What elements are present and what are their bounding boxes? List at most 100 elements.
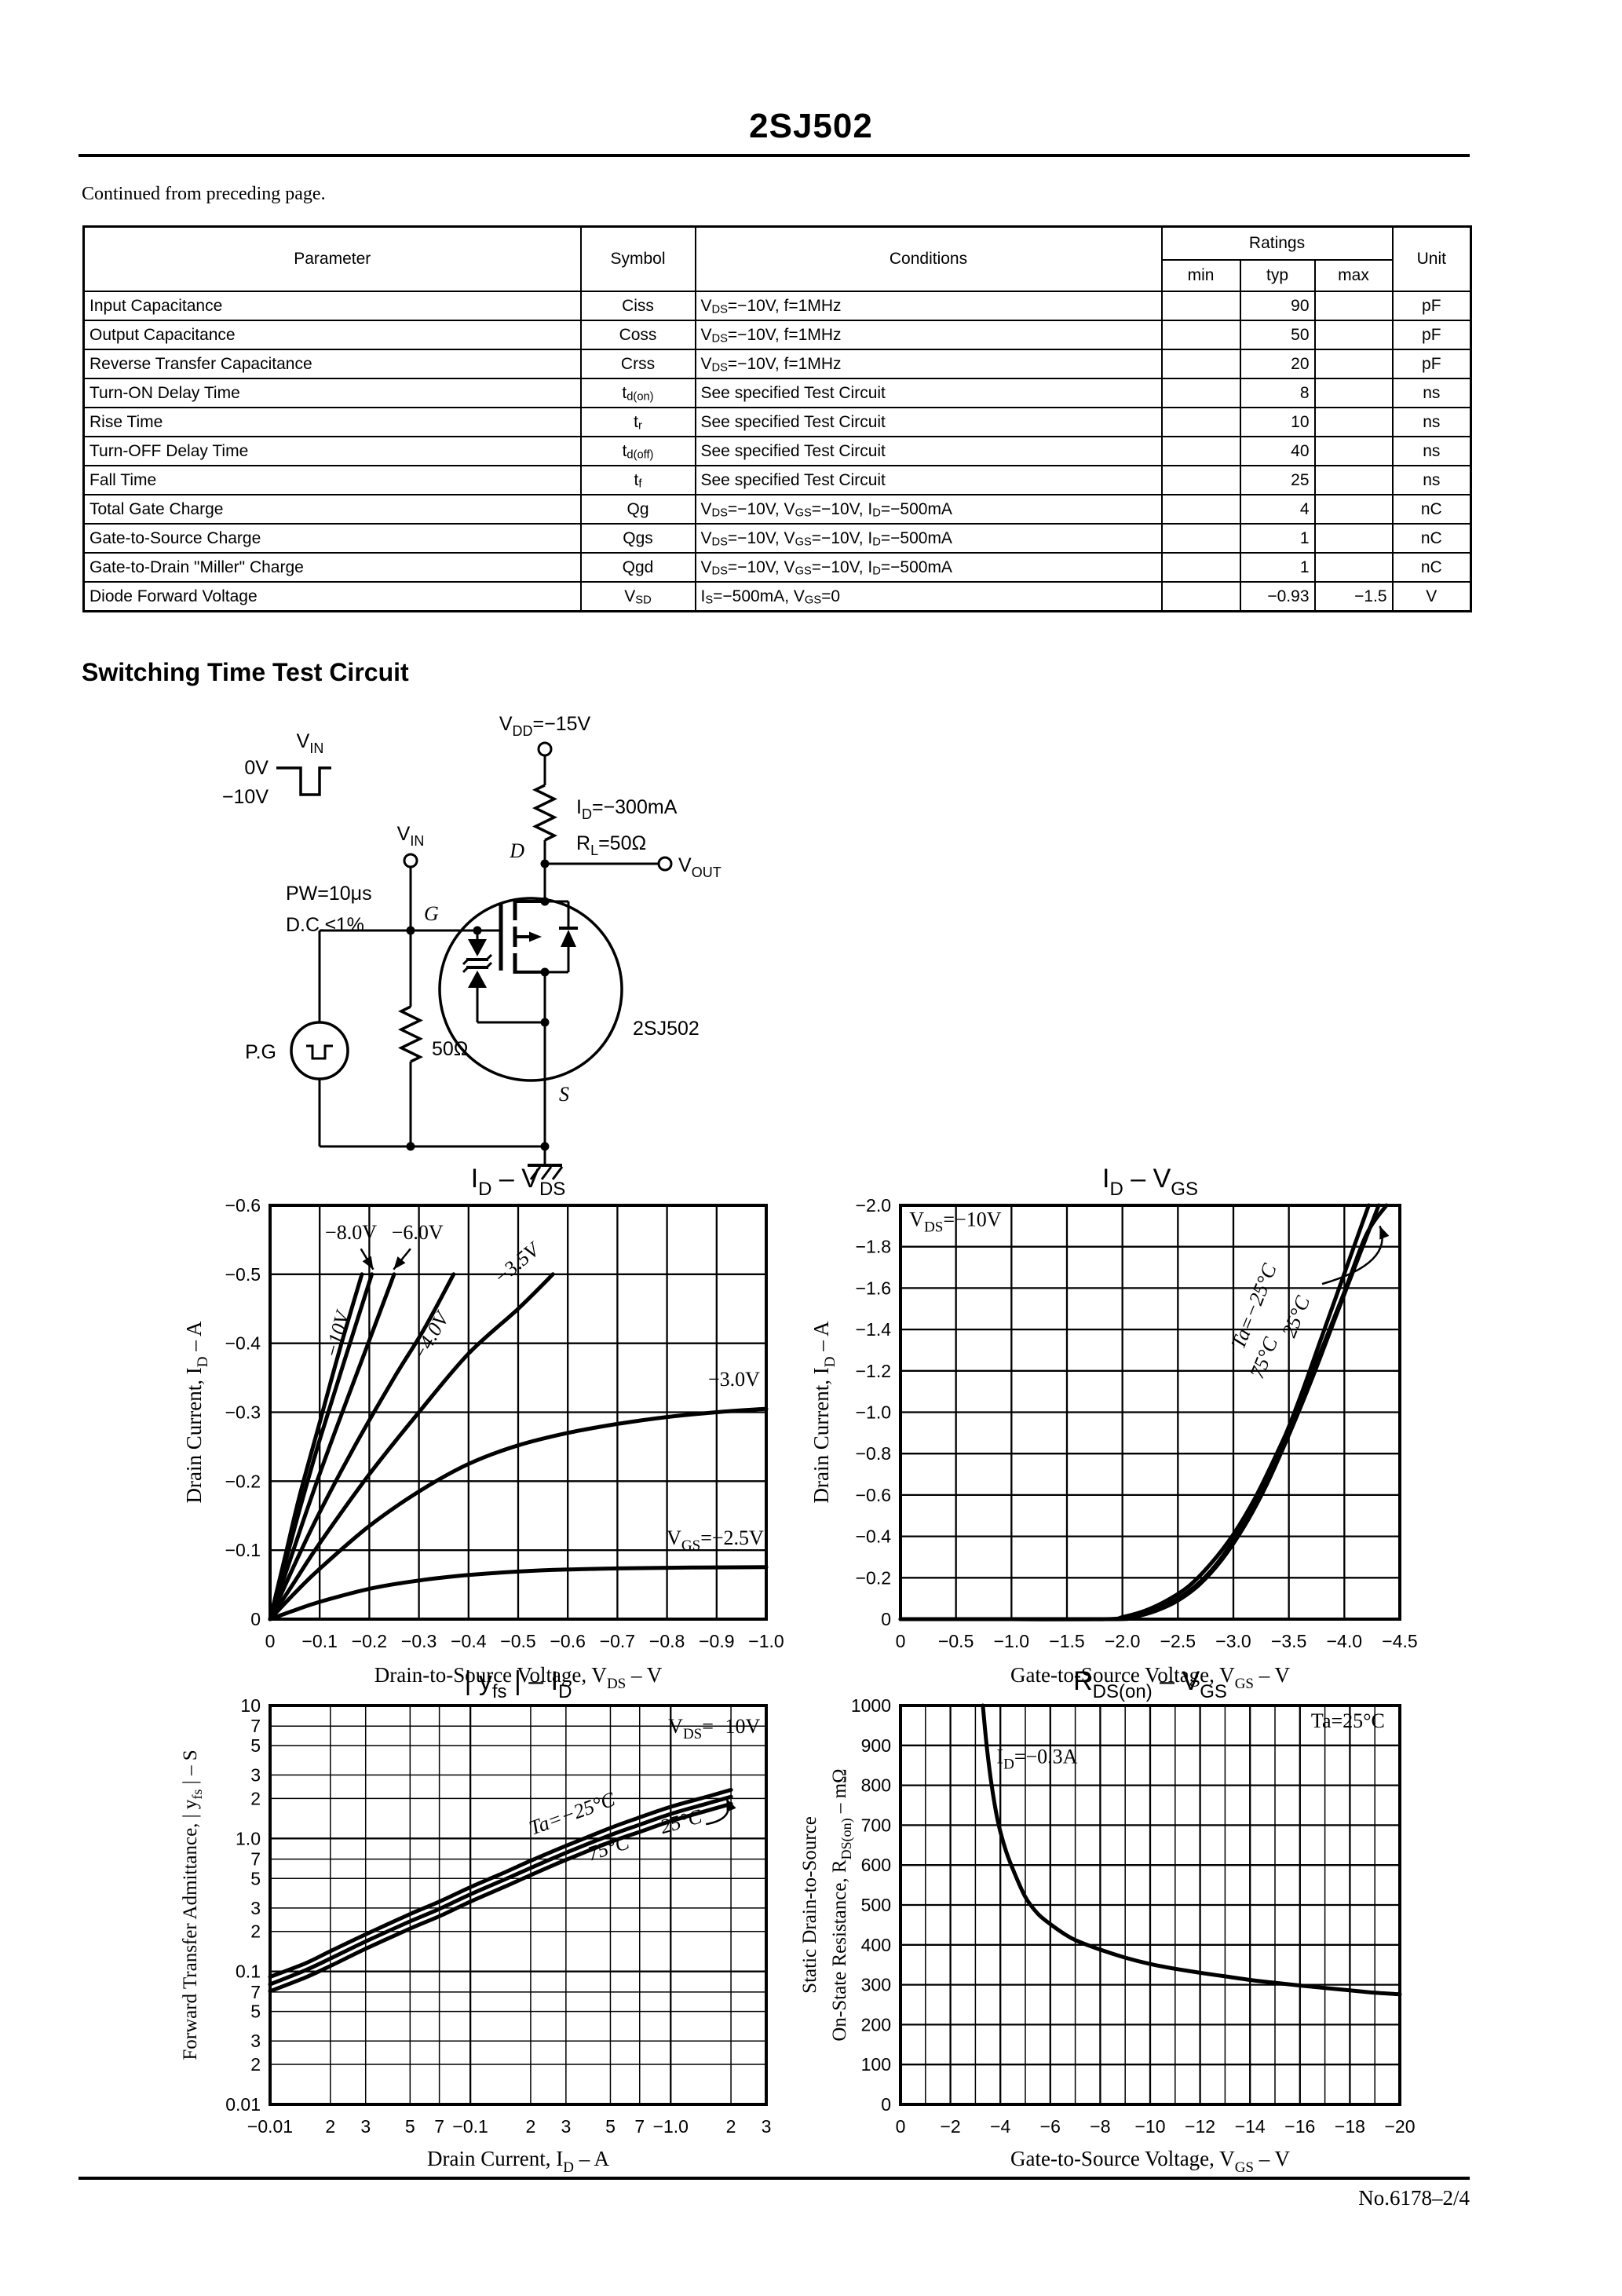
table-row: Gate-to-Drain "Miller" Charge Qgd VDS=−10V… (82, 552, 1472, 583)
chart-title: ID – VDS (471, 1164, 566, 1200)
circuit-label: VOUT (678, 854, 721, 880)
table-cell (1160, 378, 1241, 408)
table-cell: pF (1391, 349, 1472, 379)
tick-label: −0.2 (856, 1567, 891, 1588)
tick-label: −1.0 (994, 1631, 1029, 1651)
table-cell (1160, 407, 1241, 437)
series-curve (268, 1565, 769, 1621)
series-curve (981, 1703, 1402, 1997)
x-axis-label: Drain Current, ID – A (427, 2147, 609, 2176)
table-cell: See specified Test Circuit (694, 378, 1163, 408)
tick-label: 2 (250, 1921, 261, 1942)
tick-label: 7 (434, 2116, 444, 2137)
tick-label: −0.1 (452, 2116, 488, 2137)
tick-label: 5 (605, 2116, 616, 2137)
tick-label: 0.01 (225, 2094, 261, 2115)
tick-label: −0.8 (649, 1631, 685, 1651)
y-axis-label: Drain Current, ID – A (809, 1321, 838, 1503)
circuit-label: 2SJ502 (633, 1018, 700, 1040)
circuit-label: 0V (244, 757, 269, 779)
tick-label: −0.1 (301, 1631, 337, 1651)
tick-label: −0.6 (550, 1631, 585, 1651)
tick-label: −1.0 (748, 1631, 784, 1651)
tick-label: −4 (990, 2116, 1010, 2137)
series-curve (268, 1272, 396, 1621)
circuit-label: VIN (397, 823, 425, 849)
tick-label: −18 (1335, 2116, 1365, 2137)
table-cell: tf (579, 465, 696, 495)
chart-2-group: 0 −0.5 −1.0 −1.5 −2.0 −2.5 −3.0 −3.5 −4.0 −4.5 0 −0… (809, 1164, 1418, 1692)
tick-label: −0.9 (699, 1631, 734, 1651)
table-cell (1313, 407, 1394, 437)
tick-label: 5 (405, 2116, 415, 2137)
spec-table: Parameter Symbol Conditions Ratings Unit… (82, 225, 1473, 612)
footer-page-number: No.6178–2/4 (1358, 2186, 1470, 2210)
circuit-label: D (509, 839, 524, 862)
tick-label: 1.0 (236, 1828, 261, 1848)
table-cell (1160, 494, 1241, 525)
col-header-conditions: Conditions (694, 225, 1163, 292)
col-header-ratings: Ratings (1160, 225, 1394, 261)
circuit-label: P.G (245, 1041, 276, 1063)
tick-label: −12 (1185, 2116, 1215, 2137)
annotation-label: −4.0V (407, 1307, 455, 1365)
tick-label: −0.5 (500, 1631, 535, 1651)
tick-label: 0.1 (236, 1961, 261, 1982)
tick-label: 0 (881, 2094, 891, 2115)
table-row: Reverse Transfer Capacitance Crss VDS=−10V… (82, 349, 1472, 379)
annotation-label: −3.0V (708, 1368, 760, 1391)
table-cell: VDS=−10V, VGS=−10V, ID=−500mA (694, 523, 1163, 554)
tick-label: 0 (896, 2116, 906, 2137)
table-cell: 50 (1239, 320, 1316, 350)
table-cell: Turn-OFF Delay Time (82, 436, 582, 466)
annotation-label: VDS=−10V (909, 1208, 1001, 1235)
tick-label: −4.5 (1382, 1631, 1417, 1651)
tick-label: −0.1 (225, 1540, 261, 1560)
tick-label: −16 (1284, 2116, 1315, 2137)
annotation-label: Ta=−25°C (1226, 1260, 1281, 1352)
table-cell: IS=−500mA, VGS=0 (694, 581, 1163, 612)
tick-label: 2 (726, 2116, 736, 2137)
tick-label: 2 (250, 1788, 261, 1808)
chart-title: ID – VGS (1102, 1164, 1198, 1200)
tick-label: −0.5 (938, 1631, 974, 1651)
table-cell: See specified Test Circuit (694, 436, 1163, 466)
table-cell: ns (1391, 378, 1472, 408)
annotation-label: −8.0V (325, 1221, 377, 1244)
tick-label: 7 (250, 1849, 261, 1870)
annotation-label: 25°C (1277, 1292, 1314, 1340)
table-cell (1160, 291, 1241, 321)
table-cell: Rise Time (82, 407, 582, 437)
tick-label: −0.3 (225, 1402, 261, 1423)
tick-label: 200 (861, 2014, 891, 2035)
table-cell: td(on) (579, 378, 696, 408)
table-cell: −1.5 (1313, 581, 1394, 612)
tick-label: −1.5 (1049, 1631, 1084, 1651)
table-cell: Output Capacitance (82, 320, 582, 350)
tick-label: 7 (634, 2116, 645, 2137)
series-curve (268, 1272, 374, 1621)
tick-label: −3.5 (1271, 1631, 1306, 1651)
tick-label: −20 (1384, 2116, 1415, 2137)
table-cell: −0.93 (1239, 581, 1316, 612)
table-cell (1313, 349, 1394, 379)
tick-label: −0.8 (856, 1443, 891, 1464)
tick-label: 3 (250, 1765, 261, 1786)
col-header-typ: typ (1239, 259, 1316, 292)
series-curve (268, 1801, 733, 1994)
tick-label: −0.2 (225, 1471, 261, 1491)
table-cell: ns (1391, 465, 1472, 495)
page-title: 2SJ502 (749, 107, 873, 145)
col-header-max: max (1313, 259, 1394, 292)
table-row: Diode Forward Voltage VSD IS=−500mA, VGS=0… (82, 581, 1472, 612)
tick-label: 10 (240, 1695, 261, 1716)
col-header-parameter: Parameter (82, 225, 582, 292)
table-cell: V (1391, 581, 1472, 612)
tick-label: −0.6 (856, 1485, 891, 1505)
table-row: Output Capacitance Coss VDS=−10V, f=1MHz 50… (82, 320, 1472, 350)
series-curve (268, 1272, 456, 1621)
tick-label: 0 (265, 1631, 276, 1651)
table-cell: Ciss (579, 291, 696, 321)
tick-label: −1.0 (856, 1402, 891, 1423)
